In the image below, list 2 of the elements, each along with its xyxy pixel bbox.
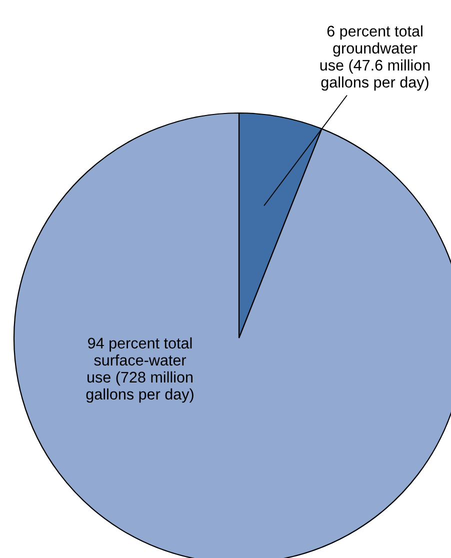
slice-label: 6 percent total groundwater use (47.6 million gallons per day) <box>320 25 430 91</box>
slice-label: 94 percent total surface-water use (728 million gallons per day) <box>86 337 194 403</box>
